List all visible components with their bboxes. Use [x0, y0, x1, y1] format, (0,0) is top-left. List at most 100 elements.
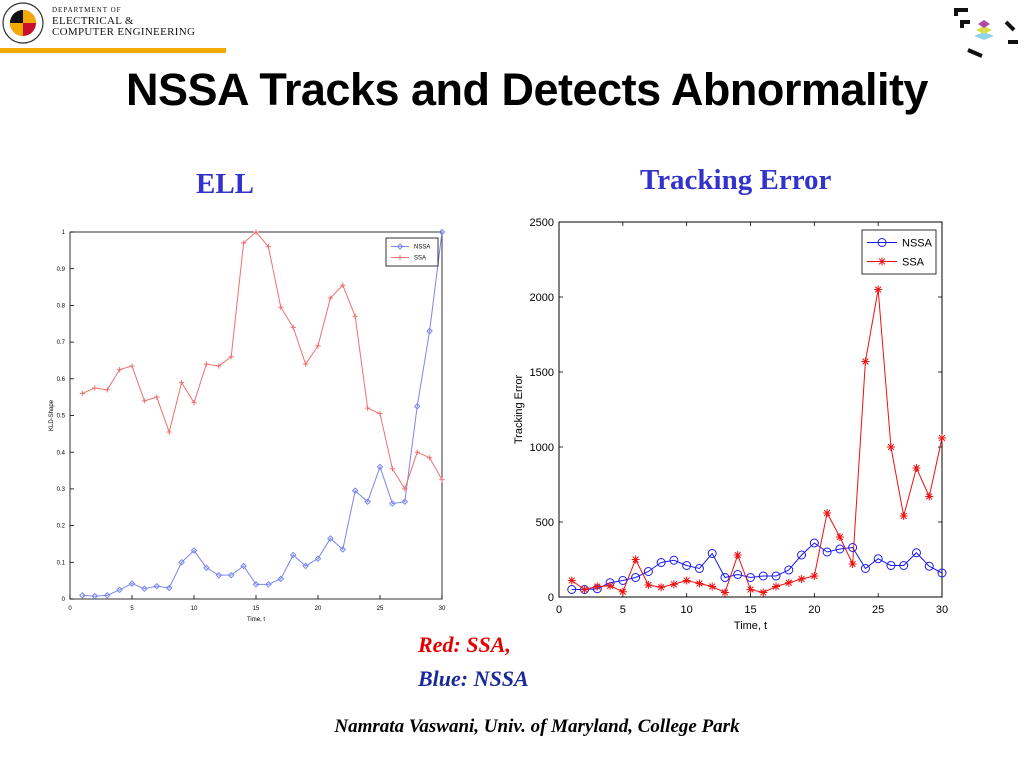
- x-tick-label: 20: [808, 604, 820, 616]
- ell-heading: ELL: [196, 168, 255, 200]
- x-axis-label: Time, t: [734, 620, 767, 632]
- data-point-nssa: [669, 555, 679, 565]
- data-point-ssa: [327, 295, 333, 301]
- data-point-ssa: [823, 509, 832, 517]
- data-point-ssa: [427, 455, 433, 461]
- legend: NSSA SSA: [861, 229, 937, 275]
- data-point-ssa: [117, 367, 123, 373]
- data-point-nssa: [227, 571, 235, 579]
- legend-marker-nssa: [877, 238, 887, 247]
- data-point-ssa: [228, 354, 234, 360]
- x-tick-label: 0: [556, 604, 562, 616]
- data-point-nssa: [643, 567, 653, 576]
- data-point-nssa: [567, 585, 577, 594]
- dept-line-2: ELECTRICAL &: [52, 15, 134, 27]
- data-point-nssa: [240, 562, 247, 570]
- data-point-ssa: [925, 492, 934, 501]
- data-point-ssa: [784, 578, 793, 587]
- slide-title: NSSA Tracks and Detects Abnormality: [126, 64, 928, 115]
- data-point-nssa: [103, 592, 111, 599]
- data-point-ssa: [669, 580, 678, 589]
- data-point-ssa: [810, 572, 819, 580]
- series-nssa: [79, 228, 446, 600]
- series-nssa: [567, 538, 947, 594]
- data-point-nssa: [116, 586, 123, 594]
- data-point-nssa: [314, 555, 322, 562]
- data-point-ssa: [631, 555, 640, 564]
- y-tick-label: 1500: [530, 367, 554, 379]
- data-point-ssa: [733, 551, 742, 559]
- data-point-ssa: [912, 464, 921, 472]
- data-point-nssa: [178, 558, 185, 566]
- data-point-nssa: [682, 561, 692, 570]
- data-point-ssa: [720, 588, 729, 597]
- tracking-error-chart-svg: 0 5 10 15 20 25 30 0 500 1000 1500 2000 2500 Time, t T…: [513, 217, 948, 632]
- data-point-nssa: [339, 546, 347, 553]
- data-point-ssa: [154, 394, 160, 400]
- data-point-ssa: [835, 533, 844, 541]
- legend-label-nssa: NSSA: [902, 237, 933, 249]
- x-tick-label: 15: [744, 604, 756, 616]
- data-point-nssa: [165, 584, 173, 592]
- y-tick-label: 0.4: [57, 450, 66, 456]
- corner-logo-icon: [954, 8, 1018, 58]
- y-tick-label: 0.2: [57, 524, 66, 530]
- data-point-ssa: [92, 385, 98, 391]
- data-point-nssa: [79, 592, 86, 599]
- data-point-ssa: [797, 575, 806, 583]
- y-tick-label: 0.6: [57, 377, 66, 383]
- y-tick-label: 0.9: [57, 267, 66, 273]
- x-tick-label: 30: [439, 606, 446, 612]
- data-point-ssa: [759, 588, 768, 597]
- plot-area: [558, 221, 943, 598]
- dept-line-3: COMPUTER ENGINEERING: [52, 26, 196, 38]
- data-point-ssa: [439, 477, 445, 483]
- data-point-ssa: [141, 398, 147, 404]
- data-point-nssa: [797, 550, 807, 560]
- data-point-nssa: [215, 571, 223, 579]
- data-point-ssa: [708, 582, 717, 591]
- data-point-ssa: [402, 486, 408, 492]
- data-point-nssa: [426, 327, 433, 335]
- x-tick-label: 5: [130, 606, 134, 612]
- data-point-ssa: [682, 576, 691, 585]
- data-point-nssa: [389, 500, 396, 507]
- data-point-nssa: [364, 498, 371, 506]
- data-point-ssa: [129, 363, 135, 369]
- data-point-ssa: [567, 576, 576, 585]
- x-tick-label: 25: [872, 604, 884, 616]
- series-ssa: [79, 229, 445, 492]
- x-tick-label: 15: [253, 606, 260, 612]
- data-point-nssa: [822, 547, 832, 557]
- data-point-ssa: [191, 400, 197, 406]
- series-line-nssa: [571, 542, 943, 590]
- legend: NSSA SSA: [385, 237, 439, 267]
- data-point-nssa: [128, 580, 136, 587]
- ell-chart-svg: 0 5 10 15 20 25 30 0 0.1 0.2 0.3 0.4 0.5 0.6 0.7 0.8 0.9…: [49, 228, 446, 623]
- legend-box: [861, 229, 937, 275]
- data-point-nssa: [327, 535, 334, 542]
- data-point-nssa: [252, 581, 260, 588]
- x-tick-label: 0: [68, 606, 72, 612]
- data-point-nssa: [899, 561, 909, 570]
- data-point-nssa: [289, 551, 297, 559]
- x-tick-label: 30: [936, 604, 948, 616]
- data-point-ssa: [606, 581, 615, 590]
- footer-credit: Namrata Vaswani, Univ. of Maryland, Coll…: [334, 716, 740, 737]
- x-tick-label: 5: [620, 604, 626, 616]
- department-logo: DEPARTMENT OF ELECTRICAL & COMPUTER ENGI…: [0, 0, 226, 53]
- y-tick-label: 2000: [530, 292, 554, 304]
- data-point-ssa: [166, 429, 172, 435]
- tracking-error-heading: Tracking Error: [640, 164, 832, 196]
- data-point-nssa: [265, 581, 272, 588]
- data-point-ssa: [772, 582, 781, 591]
- data-point-nssa: [707, 549, 717, 558]
- data-point-ssa: [265, 244, 271, 250]
- data-point-ssa: [886, 443, 895, 451]
- data-point-ssa: [340, 282, 346, 288]
- data-point-ssa: [695, 579, 704, 588]
- data-point-nssa: [141, 585, 148, 593]
- series-line-ssa: [571, 289, 943, 594]
- data-point-nssa: [190, 547, 198, 554]
- tracking-error-chart: 0 5 10 15 20 25 30 0 500 1000 1500 2000 2500 Time, t T…: [508, 212, 954, 642]
